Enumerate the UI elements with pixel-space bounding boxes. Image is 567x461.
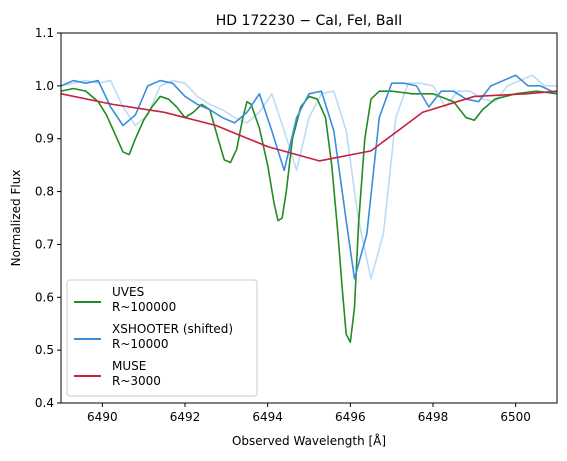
y-tick-label: 0.9: [35, 132, 54, 146]
x-tick-label: 6498: [418, 410, 449, 424]
x-tick-label: 6490: [87, 410, 118, 424]
x-tick-label: 6500: [500, 410, 531, 424]
chart-title: HD 172230 − CaI, FeI, BaII: [216, 13, 403, 29]
y-tick-label: 0.7: [35, 237, 54, 251]
x-tick-label: 6496: [335, 410, 366, 424]
y-tick-label: 0.5: [35, 343, 54, 357]
x-tick-label: 6494: [252, 410, 283, 424]
x-axis-label: Observed Wavelength [Å]: [232, 433, 386, 448]
y-tick-label: 0.6: [35, 290, 54, 304]
x-tick-label: 6492: [170, 410, 201, 424]
y-tick-label: 0.4: [35, 396, 54, 410]
y-tick-label: 0.8: [35, 185, 54, 199]
y-axis-label: Normalized Flux: [9, 170, 23, 267]
y-tick-label: 1.0: [35, 79, 54, 93]
y-tick-label: 1.1: [35, 26, 54, 40]
